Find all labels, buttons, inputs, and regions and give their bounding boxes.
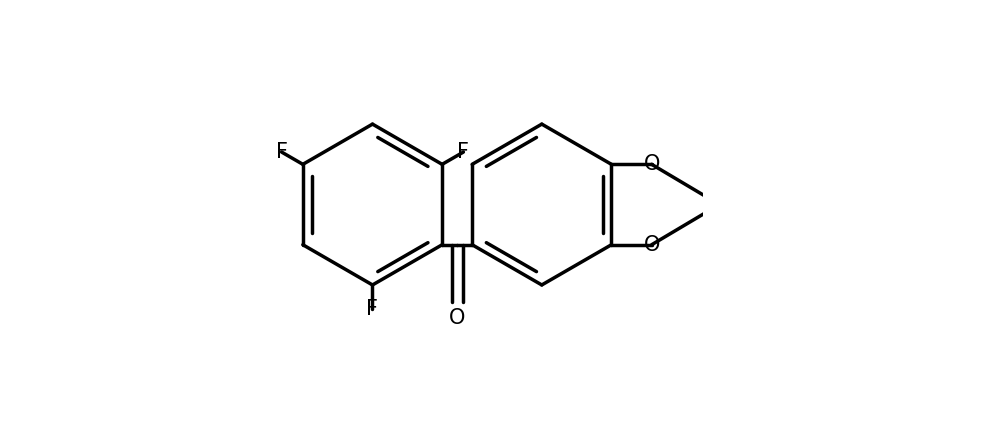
Text: F: F xyxy=(366,299,378,320)
Text: O: O xyxy=(449,308,465,328)
Text: F: F xyxy=(276,142,288,162)
Text: F: F xyxy=(458,142,469,162)
Text: O: O xyxy=(643,235,660,255)
Text: O: O xyxy=(643,154,660,174)
